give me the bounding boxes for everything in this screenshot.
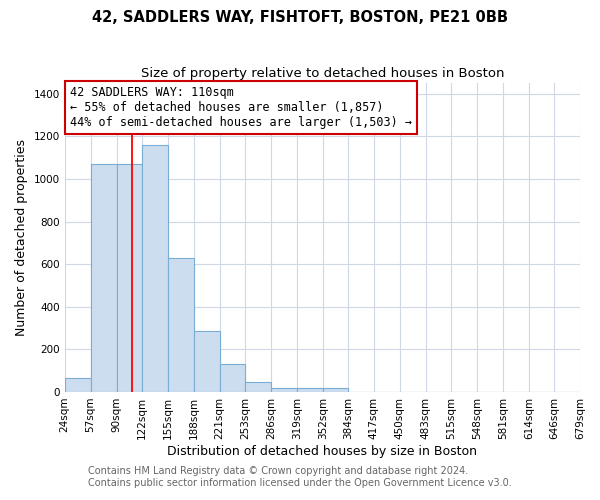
Bar — [168, 258, 194, 392]
Text: Contains HM Land Registry data © Crown copyright and database right 2024.
Contai: Contains HM Land Registry data © Crown c… — [88, 466, 512, 487]
Title: Size of property relative to detached houses in Boston: Size of property relative to detached ho… — [140, 68, 504, 80]
Bar — [91, 164, 116, 392]
X-axis label: Distribution of detached houses by size in Boston: Distribution of detached houses by size … — [167, 444, 478, 458]
Bar — [323, 388, 348, 392]
Bar — [116, 164, 142, 392]
Bar — [297, 388, 323, 392]
Bar — [220, 364, 245, 392]
Text: 42, SADDLERS WAY, FISHTOFT, BOSTON, PE21 0BB: 42, SADDLERS WAY, FISHTOFT, BOSTON, PE21… — [92, 10, 508, 25]
Bar — [194, 331, 220, 392]
Text: 42 SADDLERS WAY: 110sqm
← 55% of detached houses are smaller (1,857)
44% of semi: 42 SADDLERS WAY: 110sqm ← 55% of detache… — [70, 86, 412, 129]
Bar — [271, 388, 297, 392]
Bar — [65, 378, 91, 392]
Bar — [245, 382, 271, 392]
Y-axis label: Number of detached properties: Number of detached properties — [15, 139, 28, 336]
Bar — [142, 145, 168, 392]
